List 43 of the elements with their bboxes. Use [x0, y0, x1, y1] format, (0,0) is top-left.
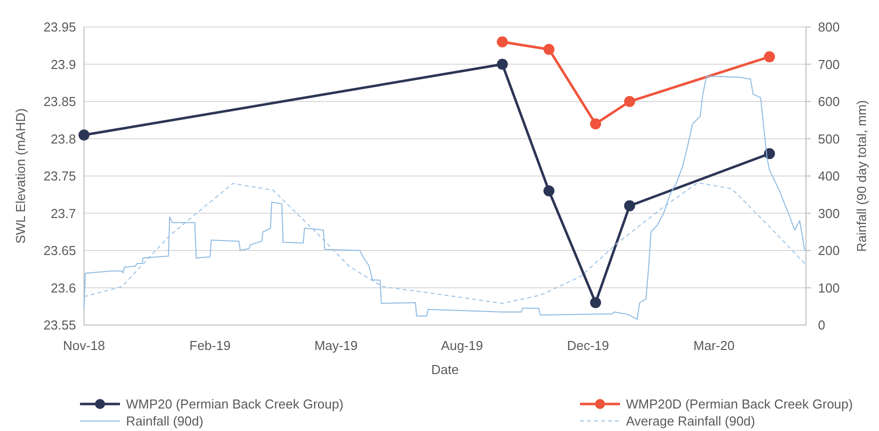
y2-tick-label: 700 — [818, 56, 840, 72]
y2-tick-label: 0 — [818, 318, 826, 333]
x-tick-label: Dec-19 — [567, 338, 609, 353]
legend-label: Average Rainfall (90d) — [626, 414, 756, 429]
y-tick-label: 23.7 — [50, 206, 76, 221]
y2-axis-title: Rainfall (90 day total, mm) — [854, 100, 869, 252]
y-tick-label: 23.85 — [43, 94, 76, 110]
point — [590, 297, 602, 308]
legend-label: Rainfall (90d) — [126, 414, 204, 429]
x-tick-label: May-19 — [314, 338, 358, 353]
y2-tick-label: 300 — [818, 206, 840, 221]
point — [590, 118, 602, 130]
y-tick-label: 23.95 — [43, 20, 76, 35]
point — [496, 36, 508, 48]
x-axis-title: Date — [431, 362, 459, 377]
x-tick-label: Nov-18 — [63, 338, 105, 353]
y2-tick-label: 400 — [818, 168, 840, 184]
point — [543, 44, 554, 55]
point — [624, 200, 636, 212]
y-tick-label: 23.8 — [50, 131, 76, 146]
y2-tick-label: 600 — [818, 94, 840, 110]
point — [496, 58, 508, 70]
point — [764, 51, 775, 62]
x-tick-label: Feb-19 — [189, 338, 231, 353]
y2-tick-label: 200 — [818, 243, 840, 258]
y-tick-label: 23.65 — [43, 243, 76, 258]
point — [78, 130, 90, 141]
point — [764, 148, 775, 160]
legend-label: WMP20 (Permian Back Creek Group) — [126, 396, 344, 412]
line-series — [84, 182, 806, 304]
y-tick-label: 23.6 — [50, 280, 76, 296]
x-tick-label: Mar-20 — [693, 338, 735, 353]
y2-tick-label: 800 — [818, 20, 840, 35]
legend-label: WMP20D (Permian Back Creek Group) — [626, 396, 853, 412]
y2-tick-label: 100 — [818, 280, 840, 296]
point — [624, 96, 636, 107]
y-axis-title: SWL Elevation (mAHD) — [13, 108, 28, 244]
point — [543, 185, 554, 196]
y-tick-label: 23.75 — [43, 168, 76, 184]
y-tick-label: 23.55 — [43, 318, 76, 333]
y-tick-label: 23.9 — [50, 56, 76, 72]
x-tick-label: Aug-19 — [441, 338, 483, 353]
y2-tick-label: 500 — [818, 131, 840, 146]
